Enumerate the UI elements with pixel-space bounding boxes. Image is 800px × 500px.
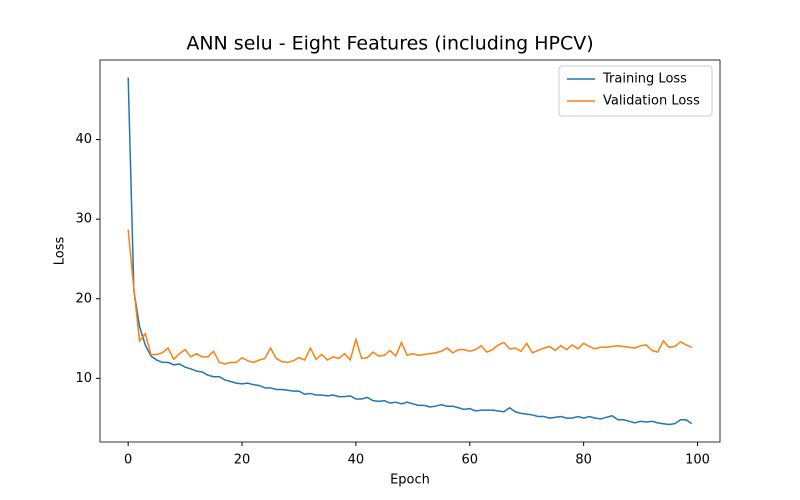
legend-label: Training Loss <box>602 72 687 87</box>
plot-frame <box>99 59 721 443</box>
y-tick-label: 10 <box>75 371 92 386</box>
x-axis-label: Epoch <box>390 473 430 488</box>
x-tick-label: 100 <box>685 453 710 468</box>
line-series <box>127 77 693 426</box>
line-series <box>127 229 693 365</box>
x-tick-label: 60 <box>462 453 479 468</box>
y-axis-label: Loss <box>53 237 68 266</box>
x-tick-label: 0 <box>124 453 132 468</box>
y-tick-label: 20 <box>75 291 92 306</box>
legend-label: Validation Loss <box>603 94 700 109</box>
y-tick-label: 40 <box>75 132 92 147</box>
legend-box <box>558 65 713 117</box>
chart-title: ANN selu - Eight Features (including HPC… <box>186 33 593 55</box>
x-tick-label: 40 <box>348 453 365 468</box>
y-tick-label: 30 <box>75 212 92 227</box>
x-tick-label: 80 <box>575 453 592 468</box>
x-tick-label: 20 <box>234 453 251 468</box>
